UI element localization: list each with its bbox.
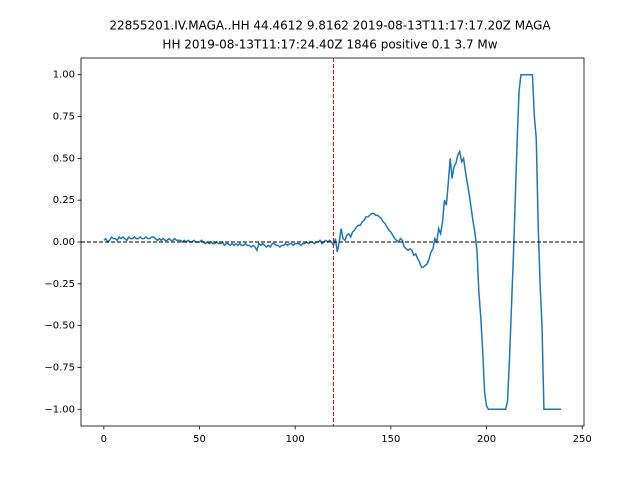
y-tick-label: −0.50 bbox=[44, 321, 75, 332]
y-tick-label: −0.75 bbox=[44, 362, 75, 373]
x-tick-label: 150 bbox=[381, 434, 400, 445]
x-tick-label: 250 bbox=[573, 434, 592, 445]
y-tick-label: 0.00 bbox=[53, 237, 75, 248]
y-tick-label: −0.25 bbox=[44, 279, 75, 290]
data-line bbox=[103, 73, 562, 411]
y-tick-label: 0.25 bbox=[53, 195, 75, 206]
x-tick-label: 100 bbox=[286, 434, 305, 445]
y-tick-label: 1.00 bbox=[53, 70, 75, 81]
y-tick-label: 0.75 bbox=[53, 112, 75, 123]
x-tick-label: 0 bbox=[101, 434, 107, 445]
x-tick-label: 200 bbox=[477, 434, 496, 445]
chart-title: HH 2019-08-13T11:17:24.40Z 1846 positive… bbox=[162, 38, 497, 52]
y-tick-label: 0.50 bbox=[53, 153, 75, 164]
y-tick-label: −1.00 bbox=[44, 404, 75, 415]
x-tick-label: 50 bbox=[193, 434, 206, 445]
chart-title: 22855201.IV.MAGA..HH 44.4612 9.8162 2019… bbox=[109, 19, 551, 33]
